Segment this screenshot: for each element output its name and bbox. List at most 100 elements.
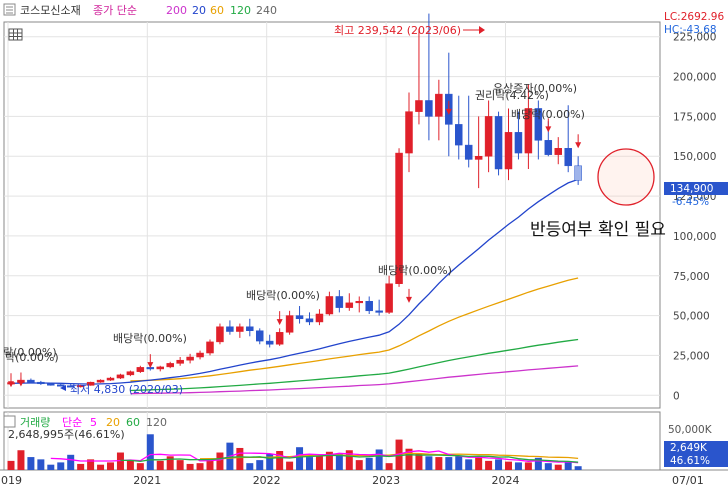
- candle: [494, 111, 503, 176]
- volume-bar: [315, 456, 323, 470]
- candle-body: [216, 326, 224, 343]
- volume-bar: [296, 447, 304, 470]
- candle: [265, 334, 274, 348]
- volume-bar: [306, 457, 313, 470]
- current-volume-value: 2,649K: [670, 442, 708, 454]
- x-tick-label: 2022: [253, 474, 281, 487]
- candle-body: [76, 385, 85, 388]
- volume-bar: [176, 460, 184, 470]
- event-arrowhead: [8, 381, 14, 388]
- candle-body: [425, 100, 433, 117]
- candle: [355, 296, 363, 313]
- candle: [474, 116, 483, 189]
- candle: [57, 383, 65, 387]
- candle: [106, 376, 115, 381]
- candle-body: [57, 384, 65, 387]
- candle: [156, 365, 164, 372]
- current-price-badge: [664, 182, 728, 195]
- current-volume-pct: 46.61%: [670, 455, 710, 467]
- candle: [275, 328, 284, 346]
- candle-body: [265, 340, 274, 345]
- volume-bar: [335, 454, 343, 470]
- candle: [435, 79, 443, 141]
- vol-ma-5-label: 5: [90, 416, 97, 429]
- event-label-4: 배당락(0.00%): [246, 289, 320, 302]
- ma-240-label: 240: [256, 4, 277, 17]
- candle: [86, 381, 95, 386]
- candle-body: [395, 152, 403, 284]
- event-label-7: 권리락(4.42%): [475, 89, 549, 102]
- candle-body: [66, 385, 75, 388]
- candle-body: [554, 148, 562, 155]
- event-arrowhead: [147, 362, 154, 369]
- candle-body: [166, 363, 174, 368]
- volume-bar: [116, 452, 124, 470]
- y-tick-label: 200,000: [673, 72, 716, 84]
- candle: [176, 357, 184, 366]
- candle-body: [305, 318, 314, 323]
- event-arrowhead: [545, 126, 552, 133]
- volume-bar: [544, 463, 552, 470]
- candle-body: [474, 155, 483, 160]
- volume-bar: [206, 459, 214, 470]
- volume-bar: [97, 464, 105, 470]
- grid-toggle-icon[interactable]: [8, 28, 23, 41]
- candle: [405, 92, 413, 173]
- candle: [345, 293, 354, 311]
- volume-bar: [136, 463, 144, 470]
- candle-body: [385, 283, 393, 313]
- volume-bar: [415, 453, 423, 470]
- candle-body: [136, 367, 145, 372]
- volume-axis-label: 50,000K: [668, 424, 713, 436]
- volume-bar: [475, 456, 483, 470]
- candle-body: [256, 330, 264, 342]
- candle: [335, 290, 344, 313]
- candle-body: [564, 148, 572, 167]
- lc-readout: LC:2692.96: [664, 11, 724, 23]
- event-label-3: 배당락(0.00%): [113, 332, 187, 345]
- candle: [166, 361, 174, 369]
- event-arrowhead: [445, 108, 452, 115]
- volume-bar: [465, 459, 473, 470]
- volume-bar: [37, 459, 45, 470]
- candle-body: [405, 111, 413, 154]
- candle-body: [176, 359, 184, 364]
- corporate-events: 락(0.00%) 락(0.00%) 배당락(0.00%) 배당락(0.00%) …: [3, 82, 585, 388]
- analyst-comment: 반등여부 확인 필요: [530, 220, 666, 240]
- volume-bar: [325, 451, 333, 470]
- volume-bar: [77, 463, 85, 470]
- volume-bar: [126, 460, 134, 470]
- candle: [385, 275, 393, 314]
- candle-body: [365, 300, 373, 312]
- volume-menu-icon[interactable]: [3, 415, 16, 428]
- vol-ma-20-label: 20: [106, 416, 120, 429]
- event-arrows: [8, 100, 582, 388]
- candle: [285, 310, 294, 335]
- volume-bar: [27, 457, 35, 470]
- candle-body: [37, 381, 45, 385]
- candle: [554, 137, 562, 165]
- volume-bar: [564, 461, 572, 470]
- candle-body: [126, 371, 135, 376]
- candle-body: [524, 108, 533, 154]
- all-time-high-label: 최고 239,542 (2023/06): [334, 24, 461, 37]
- volume-bar: [534, 457, 542, 470]
- candle: [375, 299, 383, 316]
- volume-bar: [425, 456, 433, 470]
- candle-body: [544, 140, 553, 155]
- y-tick-label: 25,000: [673, 350, 710, 362]
- change-percent: -6.45%: [672, 196, 709, 208]
- candle-body: [47, 383, 55, 386]
- volume-bar: [524, 462, 532, 470]
- candle-body: [504, 132, 513, 170]
- y-tick-label: 225,000: [673, 32, 716, 44]
- volume-legend-label: 거래량: [20, 416, 50, 429]
- volume-bar: [67, 454, 75, 470]
- candle: [37, 380, 45, 385]
- candle-body: [186, 356, 194, 361]
- volume-bar: [87, 459, 95, 470]
- candle-body: [355, 300, 363, 304]
- candle: [66, 384, 75, 388]
- candle-body: [484, 116, 493, 157]
- candle: [564, 105, 572, 173]
